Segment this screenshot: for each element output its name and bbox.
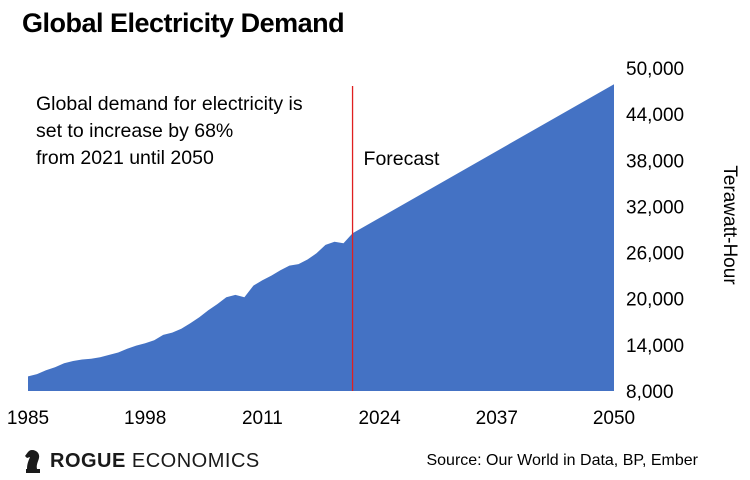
y-tick-label: 8,000	[626, 382, 674, 403]
knight-chess-icon	[25, 450, 40, 473]
demand-area	[28, 84, 614, 391]
x-tick-label: 2024	[358, 408, 401, 429]
source-note: Source: Our World in Data, BP, Ember	[426, 452, 698, 469]
y-axis-title: Terawatt-Hour	[719, 165, 740, 285]
x-tick-label: 2050	[593, 408, 635, 429]
y-tick-label: 14,000	[626, 336, 684, 357]
brand-logo: ROGUE ECONOMICS	[22, 448, 260, 474]
x-tick-label: 2011	[242, 408, 283, 429]
x-tick-label: 1998	[124, 408, 166, 429]
chart-title: Global Electricity Demand	[22, 8, 345, 38]
x-tick-label: 2037	[476, 408, 518, 429]
x-tick-label: 1985	[7, 408, 49, 429]
forecast-label: Forecast	[364, 148, 440, 170]
y-tick-label: 44,000	[626, 105, 684, 126]
annotation-line: from 2021 until 2050	[36, 147, 214, 169]
brand-name: ROGUE ECONOMICS	[50, 449, 260, 472]
y-tick-label: 32,000	[626, 197, 684, 218]
y-tick-label: 20,000	[626, 290, 684, 311]
y-tick-label: 50,000	[626, 59, 684, 80]
annotation-line: Global demand for electricity is	[36, 93, 303, 115]
y-tick-label: 26,000	[626, 244, 684, 265]
y-tick-label: 38,000	[626, 151, 684, 172]
annotation-line: set to increase by 68%	[36, 120, 233, 142]
